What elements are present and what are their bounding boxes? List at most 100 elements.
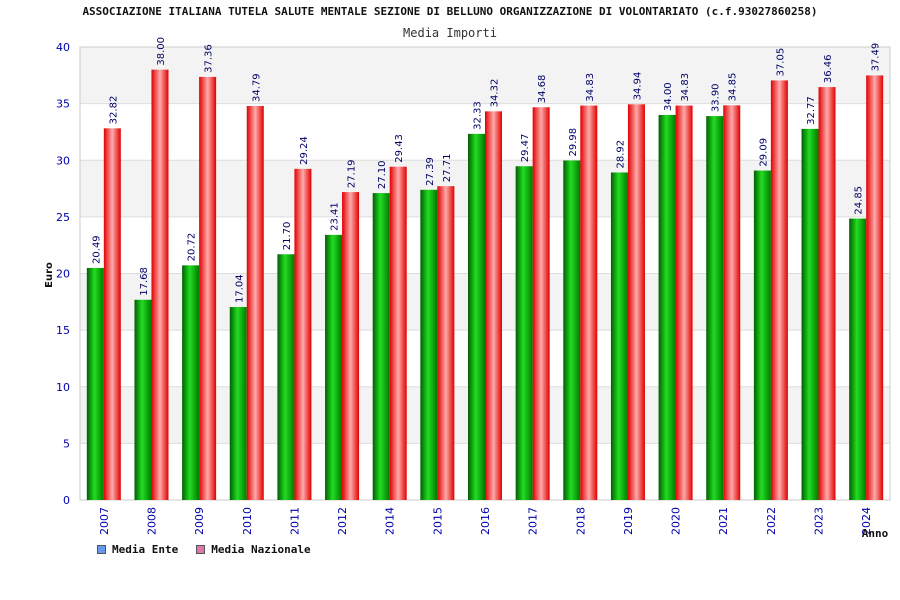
value-label-nazionale: 34.68 <box>537 75 548 104</box>
value-label-ente: 28.92 <box>615 140 626 169</box>
value-label-nazionale: 34.83 <box>680 73 691 102</box>
bar-media-nazionale <box>723 105 741 500</box>
value-label-nazionale: 27.19 <box>347 159 358 188</box>
value-label-nazionale: 37.36 <box>204 44 215 73</box>
y-tick-label: 20 <box>56 268 70 281</box>
bar-media-nazionale <box>199 76 217 500</box>
value-label-ente: 29.98 <box>568 128 579 157</box>
x-tick-label: 2014 <box>384 507 397 535</box>
x-tick-label: 2011 <box>288 507 301 535</box>
bar-media-nazionale <box>103 128 121 500</box>
x-tick-label: 2020 <box>670 507 683 535</box>
value-label-nazionale: 27.71 <box>442 154 453 183</box>
x-axis-ticks: 2007 2008 2009 2010 2011 2012 2014 2015 2016 2017… <box>98 507 873 535</box>
y-tick-label: 5 <box>63 437 70 450</box>
x-tick-label: 2016 <box>479 507 492 535</box>
bar-media-ente <box>229 307 247 500</box>
value-label-ente: 33.90 <box>711 83 722 112</box>
x-tick-label: 2024 <box>860 507 873 535</box>
bar-media-nazionale <box>580 105 598 501</box>
bar-media-ente <box>610 172 628 500</box>
bar-media-nazionale <box>342 192 360 501</box>
value-label-ente: 21.70 <box>282 222 293 251</box>
bar-media-ente <box>706 116 724 501</box>
legend: Media Ente Media Nazionale <box>97 543 311 556</box>
y-tick-label: 30 <box>56 154 70 167</box>
bar-media-ente <box>325 234 343 500</box>
bar-media-nazionale <box>294 168 312 500</box>
x-tick-label: 2010 <box>241 507 254 535</box>
bar-media-ente <box>753 170 771 500</box>
chart-title: ASSOCIAZIONE ITALIANA TUTELA SALUTE MENT… <box>82 5 818 18</box>
legend-item-ente: Media Ente <box>97 543 178 556</box>
x-tick-label: 2019 <box>622 507 635 535</box>
bar-media-nazionale <box>866 75 884 500</box>
bar-media-ente <box>134 299 152 500</box>
value-label-ente: 29.47 <box>520 134 531 163</box>
value-label-nazionale: 34.79 <box>251 73 262 102</box>
y-tick-label: 15 <box>56 324 70 337</box>
value-label-nazionale: 29.43 <box>394 134 405 163</box>
bar-media-ente <box>182 265 200 500</box>
bar-media-ente <box>86 267 104 500</box>
value-label-ente: 32.77 <box>806 96 817 125</box>
value-label-nazionale: 37.05 <box>775 48 786 77</box>
value-label-nazionale: 34.83 <box>585 73 596 102</box>
x-tick-label: 2015 <box>431 507 444 535</box>
value-label-nazionale: 34.85 <box>728 73 739 102</box>
x-tick-label: 2017 <box>527 507 540 535</box>
bars <box>86 69 884 501</box>
bar-media-nazionale <box>151 69 169 501</box>
legend-swatch-nazionale <box>196 545 206 554</box>
value-label-ente: 27.10 <box>377 160 388 189</box>
value-labels: 20.49 32.82 17.68 38.00 20.72 37.36 17.04 34.79… <box>91 37 881 303</box>
bar-media-nazionale <box>532 107 550 501</box>
value-label-ente: 27.39 <box>425 157 436 186</box>
y-tick-label: 0 <box>63 494 70 507</box>
bar-media-ente <box>372 193 390 500</box>
value-label-ente: 17.04 <box>234 274 245 303</box>
bar-media-ente <box>658 114 676 500</box>
bar-media-ente <box>277 254 295 500</box>
y-tick-label: 25 <box>56 211 70 224</box>
value-label-ente: 23.41 <box>330 202 341 231</box>
value-label-ente: 24.85 <box>854 186 865 215</box>
bar-media-ente <box>563 160 581 500</box>
bar-media-nazionale <box>437 186 455 500</box>
bar-media-nazionale <box>485 111 502 501</box>
bar-media-ente <box>515 166 533 500</box>
bar-media-ente <box>420 189 438 501</box>
chart-subtitle: Media Importi <box>403 26 497 40</box>
x-tick-label: 2012 <box>336 507 349 535</box>
legend-swatch-ente <box>97 545 106 554</box>
x-tick-label: 2023 <box>813 507 826 535</box>
bar-media-ente <box>801 128 819 500</box>
legend-label-nazionale: Media Nazionale <box>211 543 311 556</box>
x-tick-label: 2018 <box>574 507 587 535</box>
legend-item-nazionale: Media Nazionale <box>196 543 311 556</box>
bar-media-nazionale <box>675 105 693 501</box>
x-tick-label: 2008 <box>145 507 158 535</box>
bar-media-nazionale <box>818 87 836 500</box>
value-label-ente: 32.33 <box>473 101 484 130</box>
bar-media-ente <box>849 218 867 501</box>
value-label-ente: 29.09 <box>758 138 769 167</box>
value-label-ente: 17.68 <box>139 267 150 296</box>
legend-label-ente: Media Ente <box>112 543 179 556</box>
value-label-nazionale: 34.94 <box>632 72 643 101</box>
y-tick-label: 35 <box>56 98 70 111</box>
x-tick-label: 2022 <box>765 507 778 535</box>
value-label-nazionale: 32.82 <box>108 96 119 125</box>
y-tick-label: 10 <box>56 381 70 394</box>
value-label-ente: 20.72 <box>187 233 198 262</box>
bar-media-nazionale <box>389 166 407 500</box>
y-axis-label: Euro <box>44 262 55 288</box>
y-tick-label: 40 <box>56 41 70 54</box>
y-axis-ticks: 0 5 10 15 20 25 30 35 40 <box>56 41 70 507</box>
value-label-nazionale: 38.00 <box>156 37 167 66</box>
x-tick-label: 2007 <box>98 507 111 535</box>
value-label-nazionale: 37.49 <box>871 43 882 72</box>
bar-media-nazionale <box>627 104 645 500</box>
value-label-nazionale: 34.32 <box>490 79 501 108</box>
